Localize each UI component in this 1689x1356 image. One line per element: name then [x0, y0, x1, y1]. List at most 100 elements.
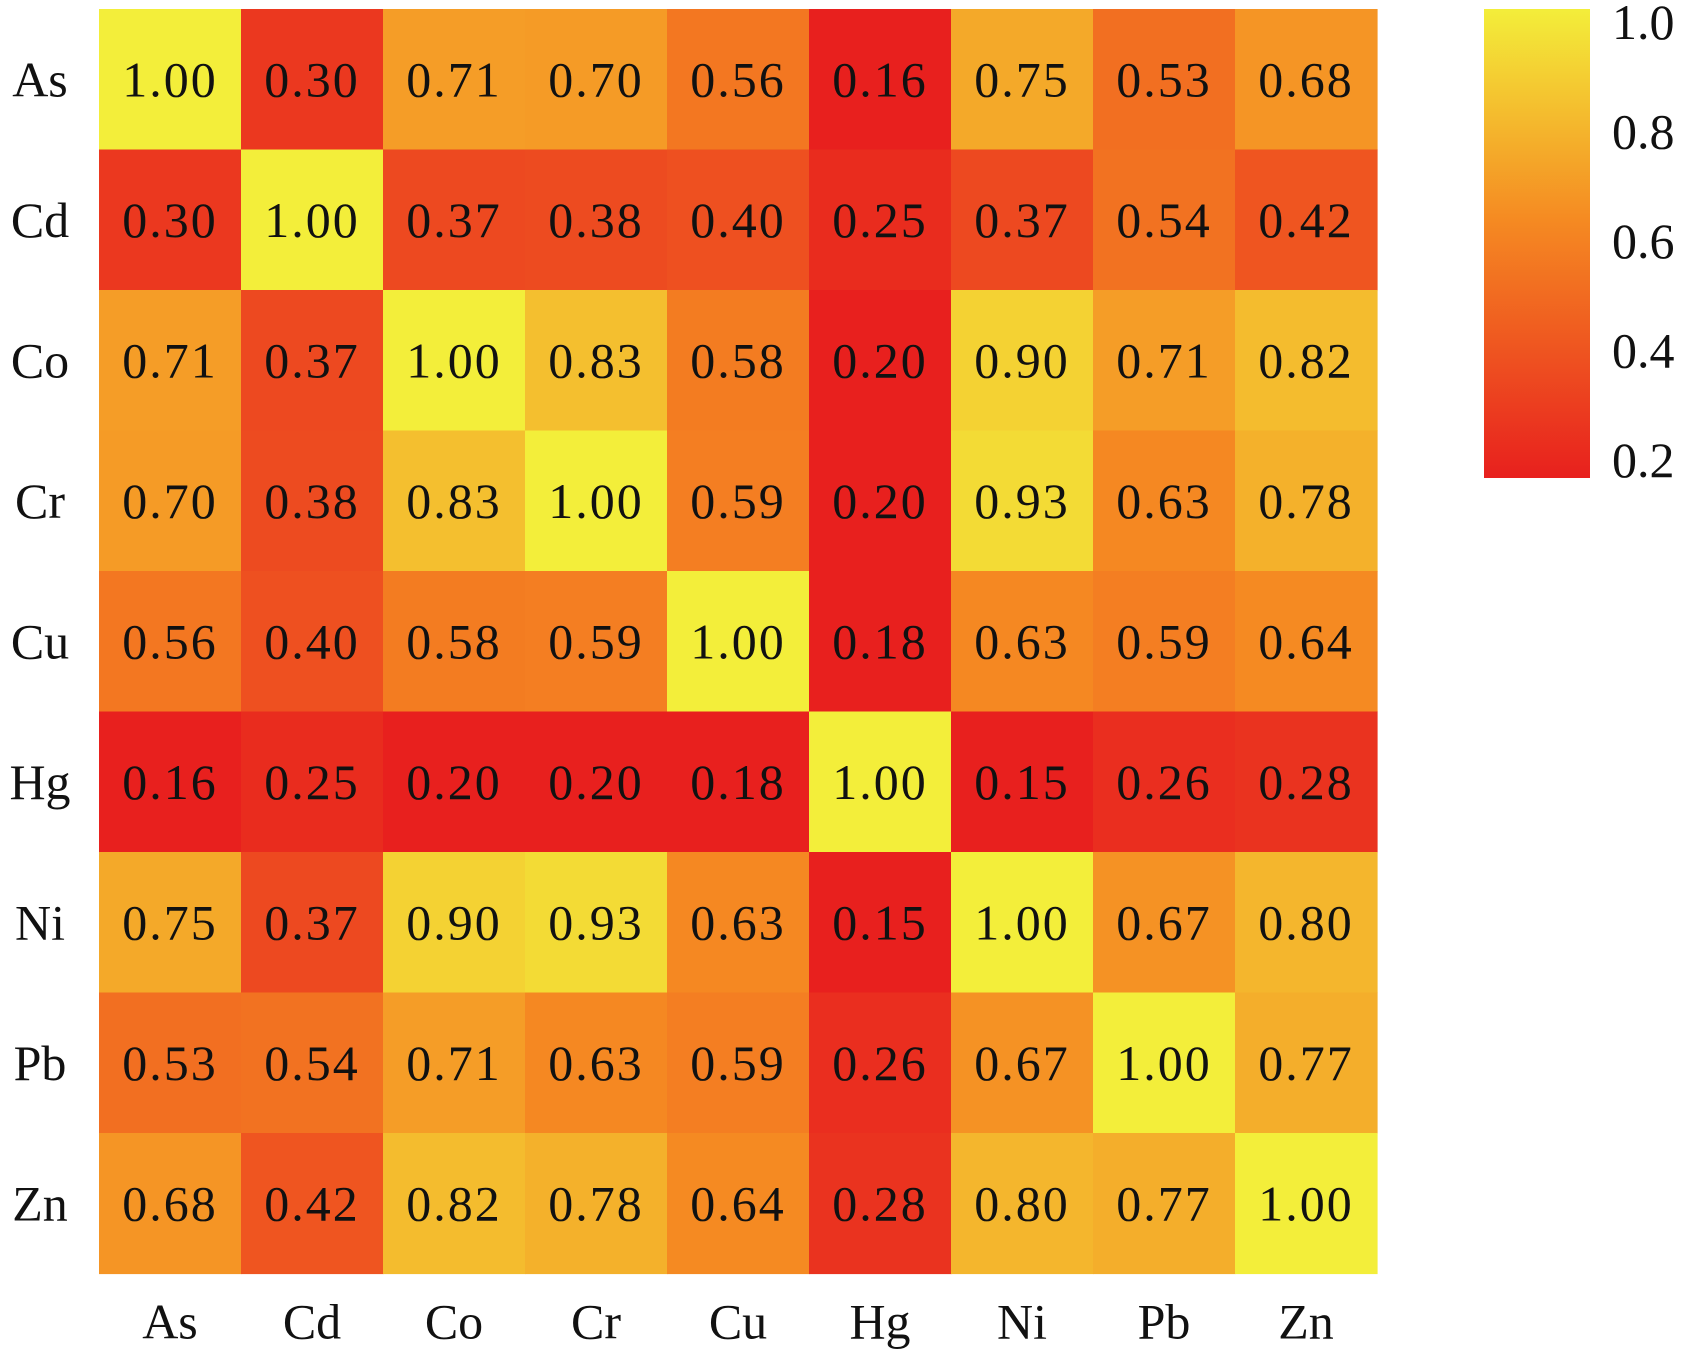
cell-value-label: 0.59 [690, 1035, 786, 1091]
cell-value-label: 0.42 [264, 1175, 360, 1231]
cell-value-label: 0.26 [832, 1035, 928, 1091]
cell-value-label: 1.00 [974, 894, 1070, 950]
cell-value-label: 0.63 [690, 894, 786, 950]
colorbar-tick-label: 1.0 [1612, 0, 1675, 50]
heatmap-cell-Hg-Cu [667, 711, 810, 853]
heatmap-cell-Pb-As [99, 992, 242, 1134]
cell-value-label: 0.68 [122, 1175, 218, 1231]
heatmap-cell-Cu-Cr [525, 571, 668, 713]
heatmap-cell-Pb-Ni [951, 992, 1094, 1134]
cell-value-label: 1.00 [122, 51, 218, 107]
cell-value-label: 0.53 [122, 1035, 218, 1091]
heatmap-cell-Hg-Ni [951, 711, 1094, 853]
heatmap-cell-Zn-Hg [809, 1133, 952, 1275]
heatmap-cell-Cd-Ni [951, 149, 1094, 291]
cell-value-label: 0.90 [974, 332, 1070, 388]
cell-value-label: 0.70 [548, 51, 644, 107]
heatmap-cell-Hg-As [99, 711, 242, 853]
cell-value-label: 1.00 [1116, 1035, 1212, 1091]
heatmap-cell-Pb-Cd [241, 992, 384, 1134]
y-tick-label: Pb [14, 1035, 67, 1091]
heatmap-cell-Zn-As [99, 1133, 242, 1275]
cell-value-label: 0.30 [122, 192, 218, 248]
cell-value-label: 1.00 [406, 332, 502, 388]
y-tick-label: Cr [15, 473, 65, 529]
cell-value-label: 0.90 [406, 894, 502, 950]
cell-value-label: 0.20 [832, 473, 928, 529]
heatmap-cell-Co-Cd [241, 290, 384, 432]
heatmap-cell-Cu-Cd [241, 571, 384, 713]
x-tick-label: As [142, 1294, 198, 1350]
cell-value-label: 1.00 [690, 613, 786, 669]
heatmap-cell-Hg-Cr [525, 711, 668, 853]
x-tick-label: Pb [1138, 1294, 1191, 1350]
cell-value-label: 0.40 [690, 192, 786, 248]
heatmap-cell-Cr-Cr [525, 430, 668, 572]
heatmap-cell-Cd-Zn [1235, 149, 1378, 291]
cell-value-label: 0.71 [1116, 332, 1212, 388]
heatmap-cell-Cr-Ni [951, 430, 1094, 572]
x-tick-label: Cu [709, 1294, 767, 1350]
heatmap-cell-Ni-Co [383, 852, 526, 994]
heatmap-cell-Cr-Hg [809, 430, 952, 572]
cell-value-label: 0.58 [406, 613, 502, 669]
cell-value-label: 0.42 [1258, 192, 1354, 248]
cell-value-label: 0.71 [406, 51, 502, 107]
cell-value-label: 1.00 [1258, 1175, 1354, 1231]
heatmap-cell-Ni-Cu [667, 852, 810, 994]
y-axis-tick-labels: As Cd Co Cr Cu Hg Ni Pb Zn [9, 51, 70, 1231]
cell-value-label: 0.40 [264, 613, 360, 669]
heatmap-cell-Cu-Ni [951, 571, 1094, 713]
heatmap-cell-Cd-Cd [241, 149, 384, 291]
y-tick-label: Hg [9, 754, 70, 810]
heatmap-cell-Ni-Ni [951, 852, 1094, 994]
cell-value-label: 0.93 [974, 473, 1070, 529]
cell-value-label: 0.30 [264, 51, 360, 107]
heatmap-cell-Zn-Cd [241, 1133, 384, 1275]
heatmap-value-labels: 1.00 0.30 0.71 0.70 0.56 0.16 0.75 0.53 0.68 0.30… [122, 51, 1354, 1231]
cell-value-label: 0.20 [406, 754, 502, 810]
cell-value-label: 0.59 [548, 613, 644, 669]
heatmap-cell-Co-As [99, 290, 242, 432]
cell-value-label: 0.37 [406, 192, 502, 248]
heatmap-cell-As-Cd [241, 9, 384, 151]
heatmap-cell-Zn-Pb [1093, 1133, 1236, 1275]
heatmap-cell-Hg-Cd [241, 711, 384, 853]
heatmap-cell-As-Pb [1093, 9, 1236, 151]
heatmap-cell-Ni-Pb [1093, 852, 1236, 994]
heatmap-cell-Zn-Cr [525, 1133, 668, 1275]
heatmap-cell-Hg-Zn [1235, 711, 1378, 853]
cell-value-label: 0.75 [122, 894, 218, 950]
cell-value-label: 0.93 [548, 894, 644, 950]
heatmap-cell-Ni-Cd [241, 852, 384, 994]
x-tick-label: Co [425, 1294, 483, 1350]
heatmap-cell-Pb-Co [383, 992, 526, 1134]
cell-value-label: 0.25 [832, 192, 928, 248]
heatmap-cell-Co-Zn [1235, 290, 1378, 432]
cell-value-label: 0.75 [974, 51, 1070, 107]
cell-value-label: 0.37 [974, 192, 1070, 248]
cell-value-label: 0.71 [406, 1035, 502, 1091]
colorbar-tick-label: 0.4 [1612, 323, 1675, 379]
heatmap-cell-Cd-Cr [525, 149, 668, 291]
heatmap-cell-Cu-Cu [667, 571, 810, 713]
cell-value-label: 0.70 [122, 473, 218, 529]
heatmap-cell-Cd-Pb [1093, 149, 1236, 291]
cell-value-label: 0.15 [832, 894, 928, 950]
heatmap-cells [99, 9, 1378, 1275]
x-tick-label: Hg [849, 1294, 910, 1350]
heatmap-cell-Cu-Hg [809, 571, 952, 713]
cell-value-label: 0.18 [832, 613, 928, 669]
heatmap-cell-Cu-Zn [1235, 571, 1378, 713]
cell-value-label: 0.58 [690, 332, 786, 388]
y-tick-label: Cd [11, 192, 69, 248]
heatmap-cell-Co-Ni [951, 290, 1094, 432]
x-tick-label: Zn [1278, 1294, 1334, 1350]
heatmap-cell-Cr-Cd [241, 430, 384, 572]
cell-value-label: 0.64 [690, 1175, 786, 1231]
heatmap-cell-Ni-Hg [809, 852, 952, 994]
heatmap-cell-As-Cu [667, 9, 810, 151]
heatmap-cell-Hg-Co [383, 711, 526, 853]
heatmap-cell-As-Co [383, 9, 526, 151]
